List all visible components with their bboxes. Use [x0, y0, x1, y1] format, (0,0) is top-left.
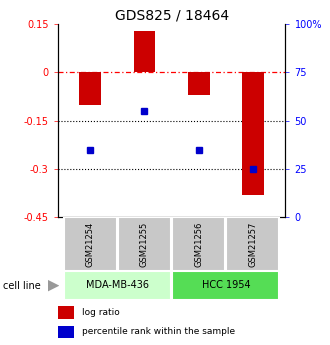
Bar — [58, 306, 74, 319]
Title: GDS825 / 18464: GDS825 / 18464 — [115, 9, 229, 23]
Text: log ratio: log ratio — [82, 308, 119, 317]
Text: percentile rank within the sample: percentile rank within the sample — [82, 327, 235, 336]
Text: GSM21256: GSM21256 — [194, 221, 203, 267]
Bar — [226, 217, 280, 271]
Bar — [64, 217, 117, 271]
Bar — [188, 72, 210, 95]
Polygon shape — [48, 280, 59, 292]
Bar — [80, 72, 101, 105]
Bar — [172, 271, 280, 300]
Text: MDA-MB-436: MDA-MB-436 — [86, 280, 149, 290]
Bar — [134, 31, 155, 72]
Bar — [242, 72, 264, 195]
Text: cell line: cell line — [3, 281, 41, 290]
Bar — [118, 217, 171, 271]
Bar — [58, 326, 74, 338]
Text: GSM21257: GSM21257 — [248, 221, 257, 267]
Text: GSM21254: GSM21254 — [86, 221, 95, 267]
Bar — [172, 217, 225, 271]
Text: HCC 1954: HCC 1954 — [202, 280, 250, 290]
Text: GSM21255: GSM21255 — [140, 221, 149, 267]
Bar — [64, 271, 171, 300]
